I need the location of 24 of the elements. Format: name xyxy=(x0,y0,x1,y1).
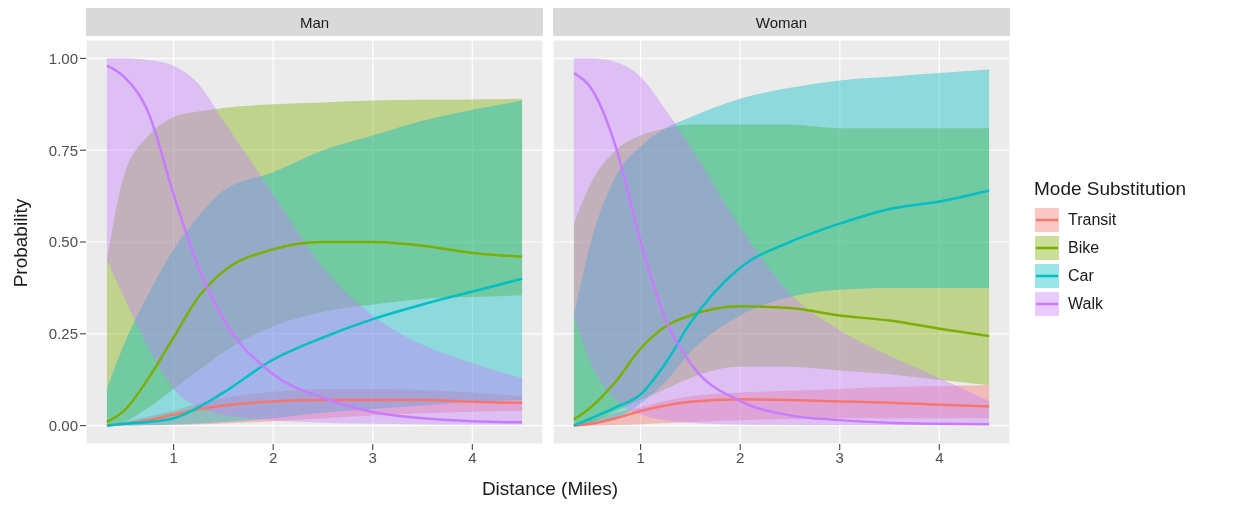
legend-label: Transit xyxy=(1068,211,1117,229)
x-tick-label: 2 xyxy=(736,448,745,466)
x-tick-label: 1 xyxy=(636,448,645,466)
legend-label: Bike xyxy=(1068,239,1100,257)
x-tick-label: 3 xyxy=(368,448,377,466)
line-series xyxy=(105,277,524,427)
x-tick-label: 1 xyxy=(169,448,178,466)
legend-label: Car xyxy=(1068,267,1094,285)
chart-title: Woman xyxy=(553,8,1010,36)
y-tick-label: 1.00 xyxy=(48,49,78,67)
legend-label: Walk xyxy=(1068,295,1103,313)
y-tick-label: 0.25 xyxy=(48,325,78,343)
y-tick-label: 0.75 xyxy=(48,141,78,159)
y-tick-label: 0.50 xyxy=(48,233,78,251)
x-tick-label: 4 xyxy=(935,448,944,466)
x-axis-title: Distance (Miles) xyxy=(480,478,620,500)
x-tick-label: 3 xyxy=(835,448,844,466)
line-series xyxy=(105,240,524,424)
legend-title: Mode Substitution xyxy=(1034,178,1187,200)
x-tick-label: 2 xyxy=(269,448,278,466)
y-tick-label: 0.00 xyxy=(48,416,78,434)
x-tick-label: 4 xyxy=(468,448,477,466)
y-axis-title: Probability xyxy=(10,198,32,288)
chart-title: Man xyxy=(86,8,543,36)
